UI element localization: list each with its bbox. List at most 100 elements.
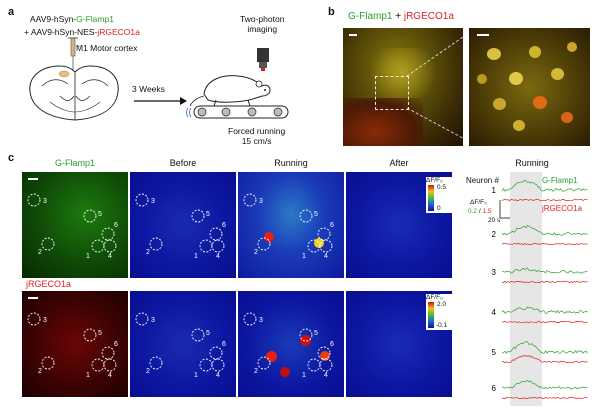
cell-roi-label: 1 [194, 372, 198, 379]
cell-roi-label: 1 [86, 253, 90, 260]
cell-roi-circle [317, 346, 331, 360]
cell-roi-circle [101, 346, 115, 360]
cell-roi-label: 2 [254, 249, 258, 256]
cell-roi-circle [307, 239, 321, 253]
cell-roi-circle [243, 193, 257, 207]
row-label-jrgeco1a: jRGECO1a [26, 279, 72, 289]
cell-roi-circle [103, 358, 117, 372]
overview-micrograph [343, 28, 463, 146]
cell-roi-circle [257, 237, 271, 251]
colorbar-top [428, 185, 434, 211]
panel-b-title-green: G-Flamp1 [348, 11, 393, 22]
trace-green [501, 224, 588, 236]
col-title-gflamp1: G-Flamp1 [54, 158, 95, 168]
cell-roi-label: 5 [98, 211, 102, 218]
cell-roi-circle [149, 356, 163, 370]
trace-green [501, 179, 588, 192]
panel-a-label: a [8, 6, 15, 18]
cell-roi-label: 5 [206, 211, 210, 218]
cell-roi-label: 5 [206, 330, 210, 337]
cell-roi-circle [257, 356, 271, 370]
cell-roi-circle [135, 193, 149, 207]
before-image-top [130, 172, 236, 278]
cell-roi-label: 2 [254, 368, 258, 375]
trace-red [501, 354, 588, 364]
cell-roi-circle [191, 328, 205, 342]
cell-roi-label: 4 [108, 372, 112, 379]
cell-roi-label: 1 [86, 372, 90, 379]
trace-legend-green: G-Flamp1 [542, 176, 578, 185]
col-title-before: Before [169, 158, 197, 168]
neuron-number: 2 [492, 230, 497, 239]
cell-roi-label: 3 [43, 317, 47, 324]
panel-b-label: b [328, 6, 335, 18]
cell-roi-label: 1 [302, 372, 306, 379]
cell-roi-circle [83, 209, 97, 223]
cell-roi-circle [243, 312, 257, 326]
cell-roi-circle [101, 227, 115, 241]
running-label: Forced running 15 cm/s [228, 126, 286, 146]
virus-prefix-2: + AAV9-hSyn-NES- [24, 27, 98, 37]
cell-roi-label: 2 [146, 249, 150, 256]
panel-b-title: G-Flamp1 + jRGECO1a [348, 12, 454, 22]
cell-roi-circle [27, 193, 41, 207]
cell-roi-circle [41, 356, 55, 370]
cell-roi-circle [41, 237, 55, 251]
virus-prefix-1: AAV9-hSyn- [30, 14, 77, 24]
cell-roi-label: 2 [146, 368, 150, 375]
cell-roi-label: 4 [324, 372, 328, 379]
cell-roi-circle [27, 312, 41, 326]
trace-red [502, 280, 588, 284]
colorbar-bottom-max: 2.0 [437, 301, 447, 308]
trace-green [501, 379, 588, 390]
scale-bar [349, 34, 357, 36]
cell-roi-label: 5 [98, 330, 102, 337]
cell-roi-label: 5 [314, 330, 318, 337]
time-scale-label: 20 s [488, 217, 501, 224]
trace-green [501, 341, 588, 355]
cell-roi-label: 6 [330, 341, 334, 348]
virus-line-1: AAV9-hSyn-G-Flamp1 [30, 14, 114, 24]
scale-value-green: 0.2 [468, 208, 478, 215]
mouse-treadmill-diagram [186, 48, 289, 119]
col-title-running: Running [274, 158, 308, 168]
trace-red [501, 242, 588, 246]
neuron-number: 6 [492, 384, 497, 393]
scale-value-sep: / [477, 208, 483, 215]
virus-line-2: + AAV9-hSyn-NES-jRGECO1a [24, 27, 140, 37]
panel-b-title-red: jRGECO1a [403, 11, 454, 22]
cell-roi-circle [209, 227, 223, 241]
cell-roi-circle [199, 239, 213, 253]
cell-roi-label: 4 [324, 253, 328, 260]
cell-roi-circle [319, 239, 333, 253]
cell-roi-circle [319, 358, 333, 372]
scale-values: 0.2 / 1.5 [468, 207, 492, 217]
panel-b-title-plus: + [392, 11, 404, 22]
neuron-number: 3 [492, 268, 497, 277]
cell-roi-circle [299, 328, 313, 342]
before-image-bottom [130, 291, 236, 397]
colorbar-bottom-label: ΔF/F₀ [426, 294, 443, 301]
cell-roi-label: 1 [194, 253, 198, 260]
trace-panel: Running Neuron # G-Flamp1 jRGECO1a ΔF/F₀… [466, 158, 592, 407]
cell-roi-label: 3 [151, 198, 155, 205]
cell-roi-label: 1 [302, 253, 306, 260]
zoom-scale-bar [477, 34, 489, 36]
cell-roi-label: 6 [222, 222, 226, 229]
cell-roi-overlay: 1 2 3 4 5 6 1 2 3 4 5 6 1 2 3 4 5 6 1 2 3 4 5 6 1 2 3 4 5 6 1 2 3 4 5 6 [27, 193, 334, 379]
neuron-number: 5 [492, 348, 497, 357]
cell-roi-circle [91, 358, 105, 372]
cell-roi-label: 4 [216, 372, 220, 379]
running-shade [510, 172, 542, 406]
cell-roi-circle [199, 358, 213, 372]
zoom-micrograph [469, 28, 590, 146]
colorbar-top-label: ΔF/F₀ [426, 177, 443, 184]
colorbar-top-max: 0.5 [437, 184, 447, 191]
weeks-label: 3 Weeks [132, 84, 165, 94]
neuron-number: 1 [492, 186, 497, 195]
cell-roi-label: 6 [114, 222, 118, 229]
cell-roi-label: 5 [314, 211, 318, 218]
virus-jrgeco1a: jRGECO1a [97, 27, 140, 37]
cell-roi-circle [135, 312, 149, 326]
cell-roi-label: 4 [216, 253, 220, 260]
